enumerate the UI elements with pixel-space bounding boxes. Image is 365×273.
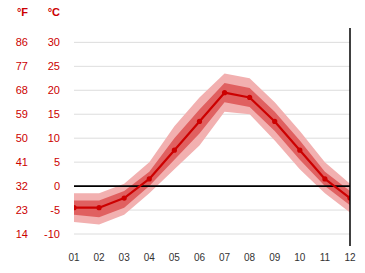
plot-area [74,74,350,225]
y-tick-label: 0 [54,180,60,192]
marker [272,119,277,124]
marker [172,148,177,153]
grid-line [74,42,350,43]
y2-axis-title: °F [17,6,28,18]
y-tick-label: 10 [48,132,60,144]
marker [96,205,101,210]
y2-tick-label: 50 [16,132,28,144]
chart: 302520151050-5-10867768595041322314°C°F0… [0,0,365,273]
grid-line [74,138,350,139]
band [74,74,350,225]
marker [122,195,127,200]
x-tick-label: 08 [244,252,256,263]
line [74,93,350,208]
y-tick-label: 20 [48,84,60,96]
y-axis-title: °C [48,6,60,18]
y2-tick-label: 41 [16,156,28,168]
y2-tick-label: 77 [16,60,28,72]
marker [74,205,77,210]
x-tick-label: 04 [144,252,156,263]
marker [197,119,202,124]
y2-tick-label: 68 [16,84,28,96]
x-tick-label: 09 [269,252,281,263]
y-tick-label: -10 [44,228,60,240]
x-tick-label: 06 [194,252,206,263]
x-tick-label: 03 [119,252,131,263]
y-tick-label: 25 [48,60,60,72]
y2-tick-label: 32 [16,180,28,192]
marker [147,176,152,181]
grid-line [74,186,350,187]
y-tick-label: 15 [48,108,60,120]
y-tick-label: -5 [50,204,60,216]
axis-line [349,28,351,246]
marker [247,95,252,100]
y2-tick-label: 23 [16,204,28,216]
x-tick-label: 05 [169,252,181,263]
y-axis-labels: 302520151050-5-10867768595041322314 [16,36,60,240]
reference-line [74,185,350,187]
y-tick-label: 5 [54,156,60,168]
x-tick-label: 01 [68,252,80,263]
x-tick-label: 10 [294,252,306,263]
x-axis-labels: 01 02 03 04 05 06 07 08 09 10 11 12 [68,252,356,263]
marker [297,148,302,153]
x-tick-label: 07 [219,252,231,263]
y2-tick-label: 59 [16,108,28,120]
band [74,83,350,217]
grid [74,42,350,234]
grid-line [74,66,350,67]
grid-line [74,234,350,235]
y-tick-label: 30 [48,36,60,48]
x-tick-label: 11 [320,252,331,263]
marker [222,90,227,95]
y2-tick-label: 86 [16,36,28,48]
marker [322,176,327,181]
y2-tick-label: 14 [16,228,28,240]
x-tick-label: 02 [94,252,106,263]
x-tick-label: 12 [344,252,356,263]
